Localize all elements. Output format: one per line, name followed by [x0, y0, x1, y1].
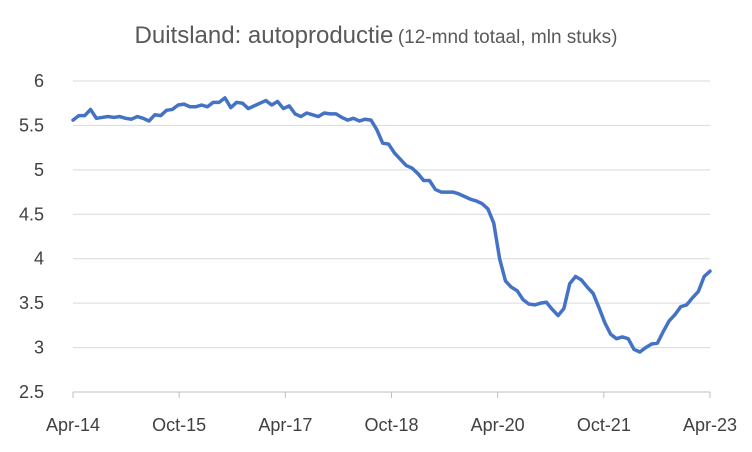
series-line: [71, 96, 712, 354]
series: [71, 96, 712, 354]
chart-title: Duitsland: autoproductie: [134, 22, 394, 49]
axes: [72, 391, 711, 398]
x-tick-label-4: Apr-20: [471, 415, 525, 435]
y-tick-label-3: 4: [34, 249, 44, 269]
x-tick-label-2: Apr-17: [258, 415, 312, 435]
y-tick-label-5: 5: [34, 160, 44, 180]
y-tick-label-6: 5.5: [19, 115, 44, 135]
x-tick-label-0: Apr-14: [46, 415, 100, 435]
y-tick-label-4: 4.5: [19, 204, 44, 224]
tick-labels: 2.5 3 3.5 4 4.5 5 5.5 6 Apr-14 Oct-15 Apr-17 Oct-18…: [19, 71, 737, 435]
x-tick-label-3: Oct-18: [364, 415, 418, 435]
y-tick-label-1: 3: [34, 338, 44, 358]
x-tick-label-6: Apr-23: [683, 415, 737, 435]
y-tick-label-0: 2.5: [19, 382, 44, 402]
y-tick-label-2: 3.5: [19, 293, 44, 313]
x-tick-label-1: Oct-15: [152, 415, 206, 435]
y-tick-label-7: 6: [34, 71, 44, 91]
gridlines: [73, 80, 710, 349]
chart-title-block: Duitsland: autoproductie (12-mnd totaal,…: [0, 22, 752, 50]
chart-subtitle: (12-mnd totaal, mln stuks): [397, 27, 618, 48]
x-tick-label-5: Oct-21: [577, 415, 631, 435]
